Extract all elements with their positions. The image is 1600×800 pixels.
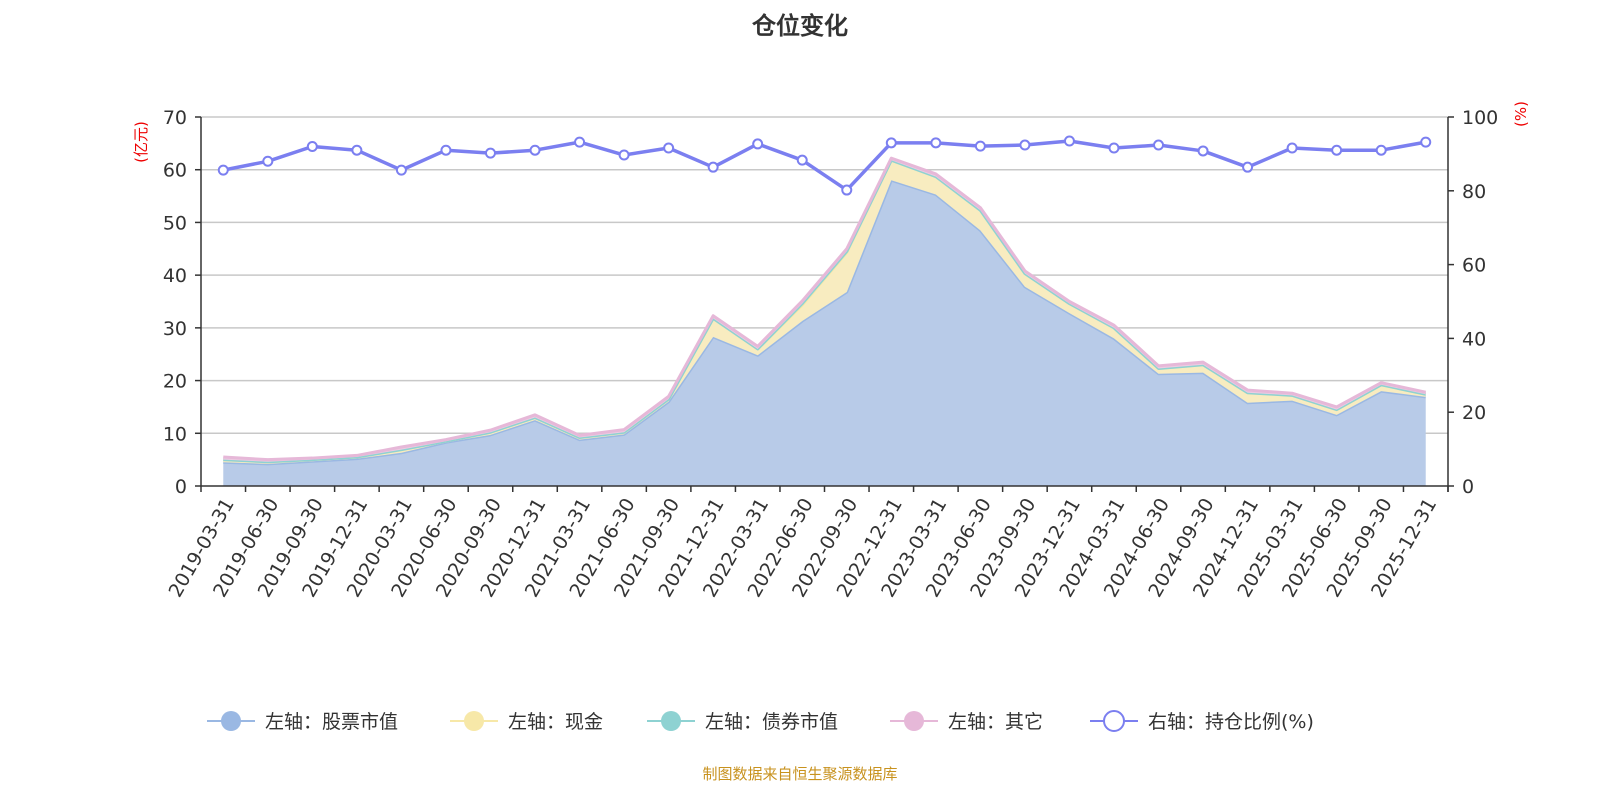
ratio-point bbox=[1019, 139, 1031, 151]
ratio-point bbox=[841, 184, 853, 196]
ratio-point bbox=[1197, 145, 1209, 157]
y-left-axis-label: (亿元) bbox=[132, 121, 150, 163]
ratio-point bbox=[574, 136, 586, 148]
ratio-point bbox=[306, 141, 318, 153]
ratio-point bbox=[1108, 142, 1120, 154]
y-right-tick-label: 20 bbox=[1462, 402, 1486, 424]
ratio-point bbox=[618, 149, 630, 161]
ratio-point bbox=[707, 161, 719, 173]
y-left-tick-label: 10 bbox=[163, 423, 187, 445]
y-left-tick-label: 70 bbox=[163, 107, 187, 129]
ratio-point bbox=[484, 147, 496, 159]
chart-title: 仓位变化 bbox=[752, 12, 848, 40]
data-source-note: 制图数据来自恒生聚源数据库 bbox=[702, 765, 898, 783]
ratio-point bbox=[1153, 139, 1165, 151]
series-line-左轴：其它 bbox=[223, 156, 1427, 462]
y-left-tick-label: 0 bbox=[175, 476, 187, 498]
ratio-point bbox=[663, 142, 675, 154]
y-right-tick-label: 0 bbox=[1462, 476, 1474, 498]
legend-marker-icon bbox=[904, 711, 924, 731]
ratio-point bbox=[395, 164, 407, 176]
area-左轴：股票市值 bbox=[223, 180, 1426, 486]
ratio-point bbox=[529, 144, 541, 156]
legend-marker-icon bbox=[661, 711, 681, 731]
legend-label: 左轴：股票市值 bbox=[265, 711, 398, 733]
ratio-point bbox=[1286, 142, 1298, 154]
legend-marker-icon bbox=[221, 711, 241, 731]
y-right-tick-label: 100 bbox=[1462, 107, 1498, 129]
y-left-tick-label: 20 bbox=[163, 371, 187, 393]
y-right-tick-label: 60 bbox=[1462, 255, 1486, 277]
legend-marker-icon bbox=[464, 711, 484, 731]
legend-marker-icon bbox=[1103, 710, 1125, 732]
y-right-tick-label: 80 bbox=[1462, 181, 1486, 203]
series-line-左轴：债券市值 bbox=[223, 158, 1427, 464]
y-right-tick-label: 40 bbox=[1462, 328, 1486, 350]
ratio-line bbox=[222, 139, 1427, 192]
ratio-point bbox=[1242, 161, 1254, 173]
ratio-point bbox=[752, 138, 764, 150]
ratio-point bbox=[1063, 135, 1075, 147]
y-left-tick-label: 60 bbox=[163, 160, 187, 182]
ratio-point bbox=[930, 137, 942, 149]
ratio-point bbox=[440, 144, 452, 156]
legend-label: 左轴：债券市值 bbox=[705, 711, 838, 733]
ratio-point bbox=[1331, 144, 1343, 156]
y-left-tick-label: 40 bbox=[163, 265, 187, 287]
y-left-tick-label: 50 bbox=[163, 212, 187, 234]
ratio-point bbox=[262, 155, 274, 167]
ratio-point bbox=[351, 144, 363, 156]
ratio-point bbox=[217, 164, 229, 176]
ratio-point bbox=[1375, 144, 1387, 156]
y-left-tick-label: 30 bbox=[163, 318, 187, 340]
ratio-point bbox=[796, 154, 808, 166]
y-right-axis-label: (%) bbox=[1512, 101, 1530, 127]
ratio-point bbox=[1420, 136, 1432, 148]
ratio-point bbox=[974, 140, 986, 152]
legend-label: 右轴：持仓比例(%) bbox=[1148, 711, 1314, 733]
ratio-point bbox=[885, 137, 897, 149]
legend-label: 左轴：其它 bbox=[948, 711, 1043, 733]
legend-label: 左轴：现金 bbox=[508, 711, 603, 733]
